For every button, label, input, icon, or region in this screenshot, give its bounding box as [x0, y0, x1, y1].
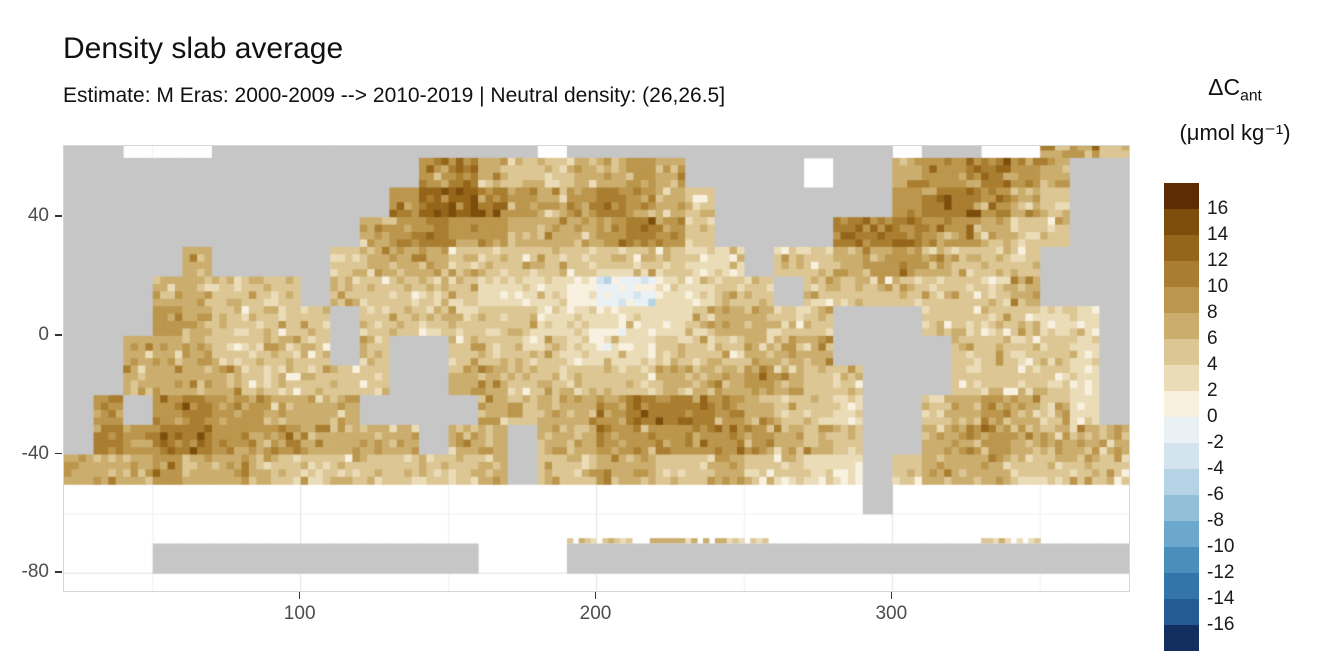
legend-tick-label: -10 [1207, 536, 1235, 557]
legend-tick-label: 16 [1207, 198, 1229, 219]
legend-color-block [1164, 573, 1199, 599]
legend-tick-label: 0 [1207, 406, 1218, 427]
legend-color-block [1164, 417, 1199, 443]
legend-tick-label: 10 [1207, 276, 1229, 297]
legend-color-block [1164, 183, 1199, 209]
map-panel [63, 145, 1130, 592]
legend-tick-label: -2 [1207, 432, 1224, 453]
legend-tick-label: -4 [1207, 458, 1224, 479]
legend-tick-label: -8 [1207, 510, 1224, 531]
world-heatmap-canvas [64, 146, 1129, 591]
legend-tick-label: 8 [1207, 302, 1218, 323]
x-tick-mark [890, 592, 893, 599]
legend-title-subscript: ant [1240, 87, 1262, 105]
y-tick-label: -80 [21, 561, 49, 583]
legend-tick-label: -6 [1207, 484, 1224, 505]
y-tick-mark [55, 215, 62, 217]
legend-tick-label: 4 [1207, 354, 1218, 375]
legend-tick-label: 2 [1207, 380, 1218, 401]
legend-units: (μmol kg⁻¹) [1179, 120, 1291, 145]
y-tick-mark [55, 452, 62, 455]
y-tick-mark [55, 571, 62, 573]
legend-tick-label: 12 [1207, 250, 1229, 271]
legend-color-block [1164, 469, 1199, 495]
y-tick-mark [55, 334, 62, 336]
x-tick-label: 300 [875, 603, 908, 624]
legend-color-block [1164, 261, 1199, 287]
legend-color-block [1164, 313, 1199, 339]
y-tick-label: -40 [21, 442, 49, 464]
legend-tick-label: -12 [1207, 562, 1235, 583]
legend-color-block [1164, 235, 1199, 261]
legend-tick-label: 14 [1207, 224, 1229, 245]
legend-color-block [1164, 495, 1199, 521]
legend-title-symbol: ΔC [1208, 74, 1241, 100]
plot-title: Density slab average [63, 32, 344, 65]
legend-color-block [1164, 391, 1199, 417]
x-tick-label: 100 [283, 603, 316, 624]
legend-color-block [1164, 521, 1199, 547]
legend-tick-label: -16 [1207, 614, 1235, 635]
legend-color-block [1164, 443, 1199, 469]
legend-colorbar [1164, 183, 1199, 651]
x-tick-mark [594, 592, 597, 599]
legend-color-block [1164, 625, 1199, 651]
y-tick-label: 0 [38, 323, 49, 345]
y-tick-label: 40 [27, 205, 49, 227]
legend-color-block [1164, 547, 1199, 573]
legend-tick-label: -14 [1207, 588, 1235, 609]
x-tick-label: 200 [579, 603, 612, 624]
legend-color-block [1164, 287, 1199, 313]
plot-subtitle: Estimate: M Eras: 2000-2009 --> 2010-201… [63, 84, 726, 107]
legend-title: ΔCant [1150, 74, 1320, 106]
legend-tick-labels: 16 14 12 10 8 6 4 2 0 -2 -4 -6 -8 -10 -12 -14 -16 [1207, 183, 1267, 651]
legend-tick-label: 6 [1207, 328, 1218, 349]
legend-color-block [1164, 339, 1199, 365]
x-tick-mark [298, 592, 301, 599]
legend-color-block [1164, 365, 1199, 391]
legend-color-block [1164, 209, 1199, 235]
legend-color-block [1164, 599, 1199, 625]
